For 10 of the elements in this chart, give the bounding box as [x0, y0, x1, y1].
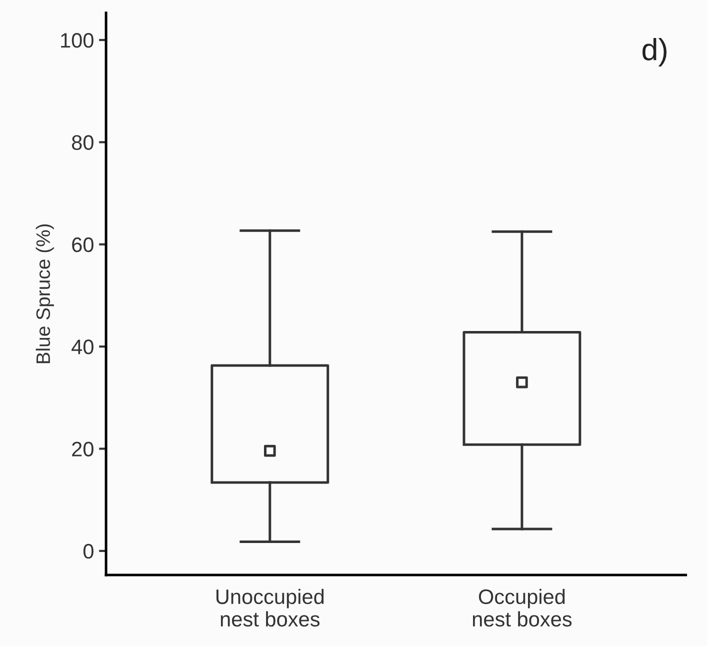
x-tick-label: Unoccupied nest boxes — [216, 588, 324, 627]
y-tick-label: 0 — [83, 544, 94, 559]
y-tick-label: 40 — [72, 340, 94, 354]
x-tick-label: Occupied nest boxes — [472, 588, 572, 627]
y-tick-label: 100 — [61, 33, 94, 48]
y-tick-label: 60 — [72, 237, 94, 252]
y-axis-title: Blue Spruce (%) — [36, 224, 54, 364]
annotation: d) — [642, 38, 667, 66]
y-tick-label: 80 — [72, 135, 94, 150]
y-tick-label: 20 — [72, 442, 94, 456]
